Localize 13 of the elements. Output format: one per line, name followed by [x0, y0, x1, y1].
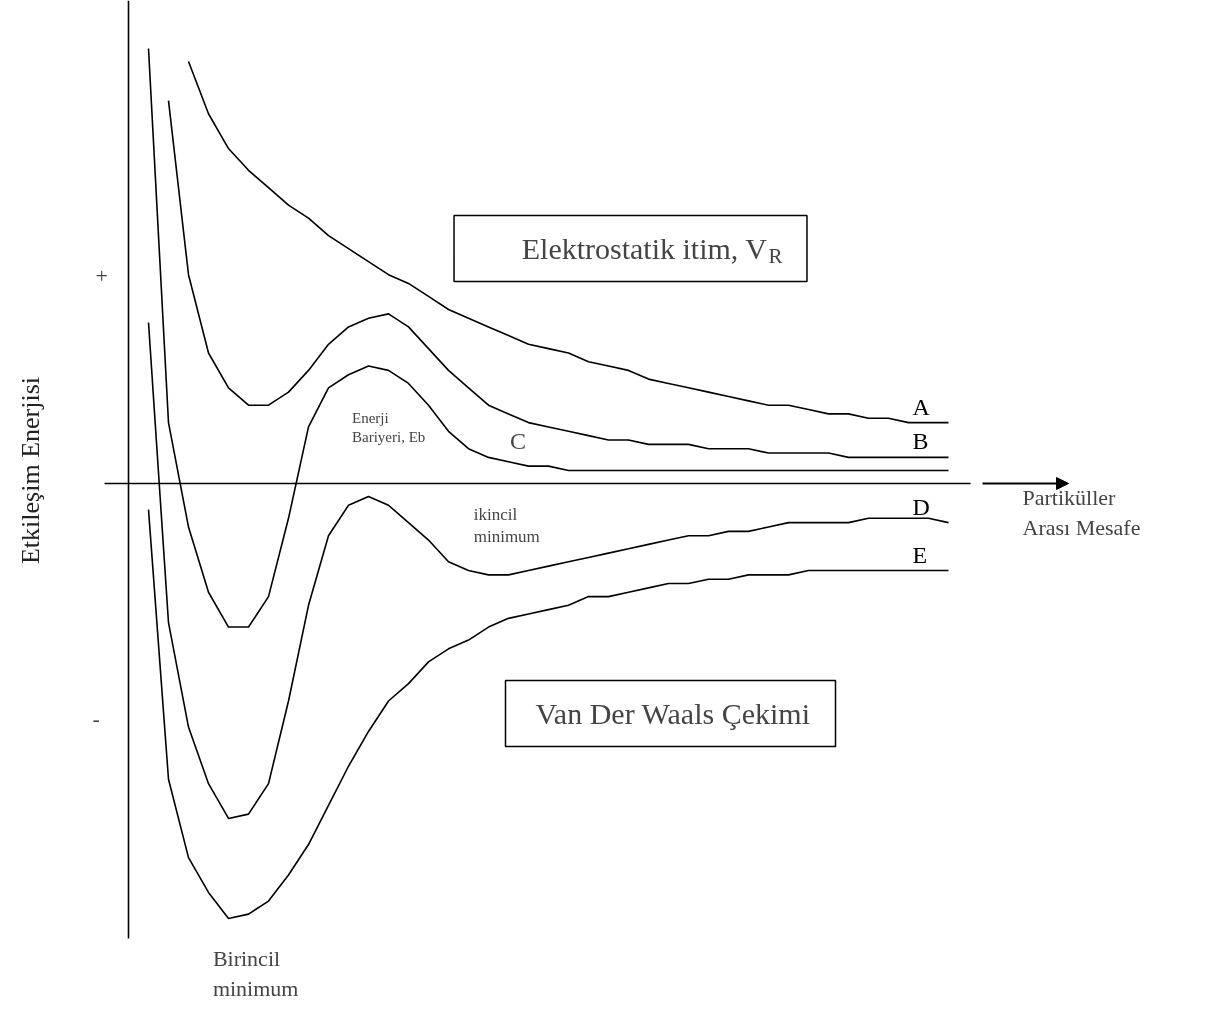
series-label: D: [912, 493, 930, 520]
series-label: A: [912, 393, 931, 420]
series-label: B: [912, 428, 929, 455]
series-label: E: [912, 541, 928, 568]
annotation: Van Der Waals Çekimi: [535, 697, 810, 730]
annotation: ikincil minimum: [473, 504, 540, 547]
annotation: C: [510, 427, 527, 454]
x-axis-title: Partiküller Arası Mesafe: [1022, 485, 1141, 540]
text: -: [92, 705, 100, 731]
y-axis-title: Etkileşim Enerjisi: [16, 376, 45, 565]
annotation: Enerji Bariyeri, Eb: [352, 409, 426, 446]
text: Birincil minimum: [212, 946, 299, 1001]
text: +: [95, 262, 108, 288]
